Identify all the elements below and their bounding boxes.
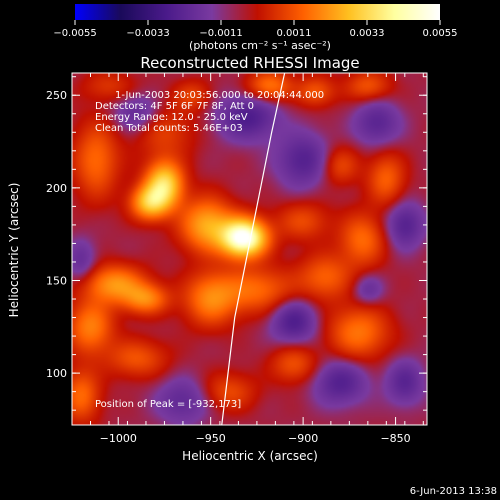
colorbar-tick-label: 0.0055 (423, 28, 458, 39)
heatmap (72, 73, 427, 425)
axis-ticks: −1000 −950 −900 −850 100 150 200 250 (46, 73, 427, 445)
x-tick-label: −850 (380, 432, 410, 445)
y-tick-label: 150 (46, 274, 67, 287)
colorbar-tick-label: −0.0011 (199, 28, 242, 39)
chart-annotations: 1-Jun-2003 20:03:56.000 to 20:04:44.000D… (95, 90, 324, 134)
annotation-line: Energy Range: 12.0 - 25.0 keV (95, 112, 248, 123)
colorbar-tick-label: 0.0033 (350, 28, 385, 39)
footer-date: 6-Jun-2013 13:38 (410, 486, 497, 497)
annotation-line: Detectors: 4F 5F 6F 7F 8F, Att 0 (95, 101, 254, 112)
y-tick-label: 250 (46, 89, 67, 102)
limb-curve (221, 73, 286, 425)
annotation-line: Clean Total counts: 5.46E+03 (95, 123, 243, 134)
annotation-line: 1-Jun-2003 20:03:56.000 to 20:04:44.000 (115, 90, 324, 101)
peak-position-label: Position of Peak = [-932,173] (95, 399, 241, 410)
x-tick-label: −1000 (100, 432, 137, 445)
y-tick-label: 100 (46, 367, 67, 380)
plot-frame (71, 72, 428, 426)
x-tick-label: −900 (288, 432, 318, 445)
colorbar-unit-label: (photons cm⁻² s⁻¹ asec⁻²) (189, 39, 331, 52)
colorbar (75, 4, 440, 20)
y-axis-label: Heliocentric Y (arcsec) (7, 183, 21, 318)
chart-title: Reconstructed RHESSI Image (140, 54, 359, 72)
x-tick-label: −950 (196, 432, 226, 445)
colorbar-tick-label: 0.0011 (277, 28, 312, 39)
x-axis-label: Heliocentric X (arcsec) (182, 449, 318, 463)
y-tick-label: 200 (46, 182, 67, 195)
colorbar-tick-label: −0.0033 (126, 28, 169, 39)
colorbar-ticks: −0.0055 −0.0033 −0.0011 0.0011 0.0033 0.0055 (53, 20, 458, 39)
colorbar-tick-label: −0.0055 (53, 28, 96, 39)
